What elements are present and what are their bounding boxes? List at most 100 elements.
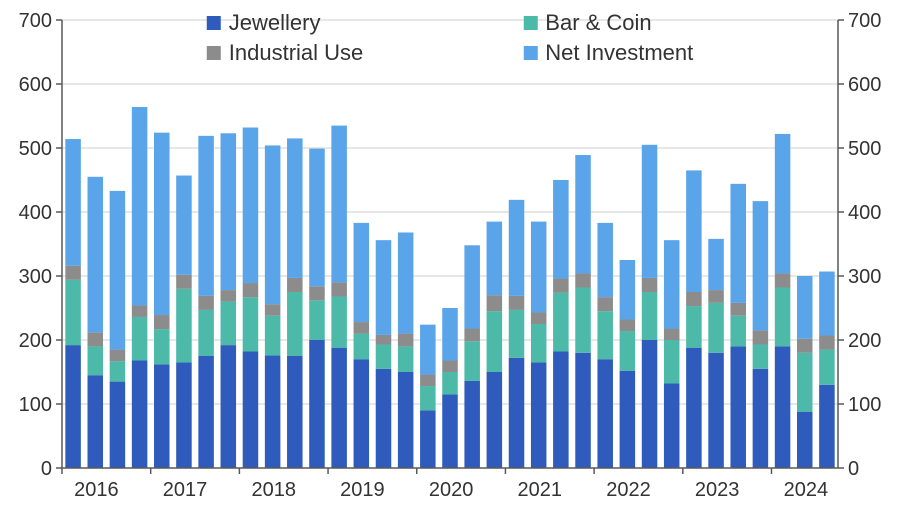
- y-axis-label-right: 0: [848, 458, 859, 480]
- bar-segment-bar_coin: [243, 297, 259, 351]
- bar-segment-bar_coin: [309, 300, 325, 340]
- bar-segment-jewellery: [620, 371, 636, 468]
- bar-segment-industrial: [708, 290, 724, 303]
- bar-segment-bar_coin: [354, 334, 370, 360]
- y-axis-label-right: 200: [848, 330, 881, 352]
- bar-segment-bar_coin: [553, 293, 569, 352]
- bar-segment-jewellery: [221, 345, 237, 468]
- bar-segment-net_invest: [642, 145, 658, 278]
- bar-segment-jewellery: [664, 384, 680, 468]
- x-axis-label: 2022: [606, 479, 651, 501]
- bar-segment-net_invest: [664, 240, 680, 328]
- bar-segment-net_invest: [819, 272, 835, 336]
- bar-segment-bar_coin: [176, 289, 192, 363]
- bar-segment-industrial: [243, 283, 259, 297]
- bar-segment-bar_coin: [376, 344, 392, 368]
- bar-segment-industrial: [154, 315, 170, 329]
- legend-swatch: [523, 16, 537, 30]
- legend-item-net_invest: Net Investment: [523, 40, 693, 66]
- bar-segment-jewellery: [487, 372, 503, 468]
- bar-segment-bar_coin: [819, 350, 835, 385]
- y-axis-label-left: 700: [19, 10, 52, 32]
- bar-segment-jewellery: [309, 340, 325, 468]
- bar-segment-bar_coin: [531, 324, 547, 362]
- bar-segment-jewellery: [398, 372, 414, 468]
- bar-segment-net_invest: [509, 200, 525, 296]
- bar-segment-net_invest: [775, 134, 791, 274]
- bar-segment-bar_coin: [464, 341, 480, 381]
- bar-segment-industrial: [664, 328, 680, 340]
- bar-segment-net_invest: [420, 325, 436, 375]
- bar-segment-industrial: [487, 295, 503, 311]
- legend: Jewellery Bar & Coin Industrial Use Net Inv…: [207, 10, 693, 66]
- legend-label: Jewellery: [229, 10, 321, 36]
- bar-segment-bar_coin: [509, 310, 525, 358]
- bar-segment-jewellery: [287, 356, 303, 468]
- bar-segment-industrial: [797, 339, 813, 353]
- bar-segment-industrial: [265, 304, 281, 316]
- bar-segment-industrial: [775, 273, 791, 287]
- bar-segment-industrial: [376, 335, 392, 345]
- bar-segment-bar_coin: [620, 331, 636, 371]
- legend-item-industrial: Industrial Use: [207, 40, 364, 66]
- bar-segment-net_invest: [753, 201, 769, 330]
- bar-segment-industrial: [309, 286, 325, 300]
- bar-segment-net_invest: [620, 260, 636, 320]
- bar-segment-bar_coin: [110, 361, 126, 381]
- bar-segment-net_invest: [686, 170, 702, 292]
- bar-segment-jewellery: [154, 364, 170, 468]
- x-axis-label: 2024: [784, 479, 829, 501]
- bar-segment-jewellery: [198, 356, 214, 468]
- bar-segment-industrial: [575, 273, 591, 287]
- bar-segment-bar_coin: [132, 317, 148, 361]
- y-axis-label-left: 0: [41, 458, 52, 480]
- bar-segment-industrial: [354, 322, 370, 334]
- legend-swatch: [207, 16, 221, 30]
- legend-item-bar_coin: Bar & Coin: [523, 10, 693, 36]
- bar-segment-jewellery: [730, 346, 746, 468]
- bar-segment-jewellery: [686, 348, 702, 468]
- bar-segment-jewellery: [753, 369, 769, 468]
- bar-segment-net_invest: [553, 180, 569, 279]
- bar-segment-net_invest: [243, 128, 259, 284]
- bar-segment-bar_coin: [642, 292, 658, 340]
- bar-segment-jewellery: [797, 412, 813, 468]
- bar-segment-industrial: [464, 328, 480, 341]
- y-axis-label-right: 700: [848, 10, 881, 32]
- bar-segment-jewellery: [420, 410, 436, 468]
- bar-segment-industrial: [686, 292, 702, 306]
- bar-segment-net_invest: [287, 138, 303, 278]
- bar-segment-industrial: [287, 278, 303, 292]
- bar-segment-jewellery: [708, 353, 724, 468]
- y-axis-label-left: 300: [19, 266, 52, 288]
- x-axis-label: 2018: [251, 479, 296, 501]
- legend-swatch: [523, 46, 537, 60]
- bar-segment-jewellery: [509, 358, 525, 468]
- bar-segment-jewellery: [65, 345, 81, 468]
- bar-segment-industrial: [198, 296, 214, 310]
- bar-segment-bar_coin: [265, 316, 281, 356]
- bar-segment-bar_coin: [198, 310, 214, 356]
- x-axis-label: 2021: [518, 479, 563, 501]
- y-axis-label-right: 100: [848, 394, 881, 416]
- bar-segment-jewellery: [642, 340, 658, 468]
- bar-segment-net_invest: [398, 232, 414, 333]
- bar-segment-industrial: [509, 296, 525, 310]
- bar-segment-bar_coin: [775, 288, 791, 347]
- bar-segment-bar_coin: [420, 386, 436, 410]
- bar-segment-net_invest: [575, 155, 591, 273]
- y-axis-label-left: 500: [19, 138, 52, 160]
- bar-segment-net_invest: [65, 139, 81, 266]
- bar-segment-industrial: [398, 334, 414, 347]
- bar-segment-jewellery: [176, 362, 192, 468]
- bar-segment-bar_coin: [664, 340, 680, 384]
- bar-segment-jewellery: [110, 382, 126, 468]
- bar-segment-industrial: [420, 375, 436, 387]
- x-axis-label: 2016: [74, 479, 119, 501]
- bar-segment-jewellery: [464, 381, 480, 468]
- legend-label: Industrial Use: [229, 40, 364, 66]
- bar-segment-bar_coin: [487, 311, 503, 372]
- x-axis-label: 2023: [695, 479, 740, 501]
- bar-segment-net_invest: [376, 240, 392, 335]
- bar-segment-net_invest: [597, 223, 613, 297]
